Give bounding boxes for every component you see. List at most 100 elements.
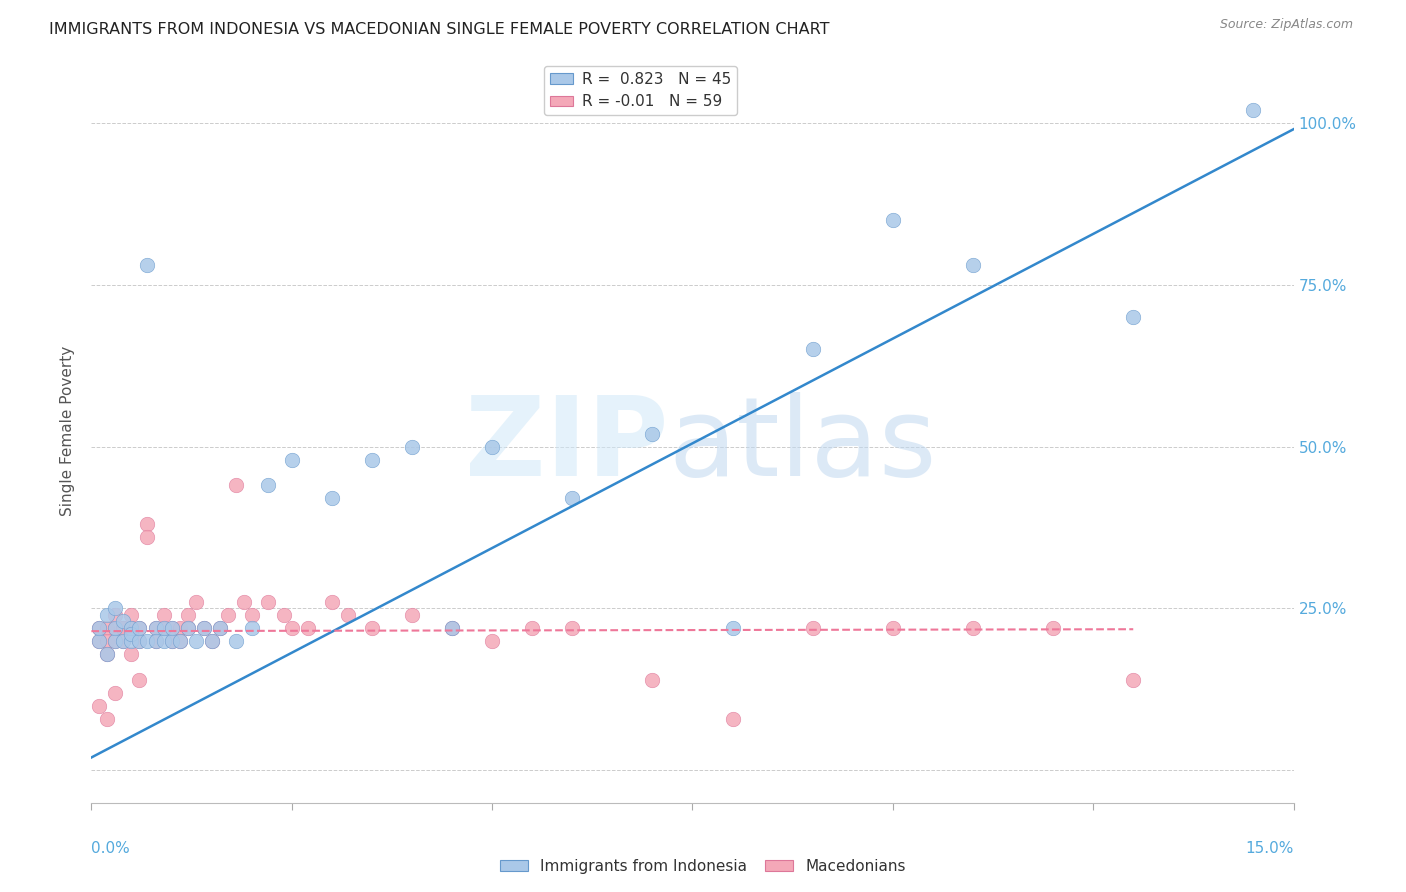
Point xyxy=(201,633,224,648)
Text: atlas: atlas xyxy=(668,392,936,499)
Point xyxy=(89,621,111,635)
Point xyxy=(169,621,191,635)
Point xyxy=(208,621,231,635)
Point xyxy=(104,633,127,648)
Point xyxy=(561,621,583,635)
Point xyxy=(136,258,159,272)
Point xyxy=(401,440,423,454)
Point xyxy=(145,621,167,635)
Point xyxy=(273,607,295,622)
Point xyxy=(217,607,239,622)
Point xyxy=(721,712,744,726)
Point xyxy=(112,633,135,648)
Point xyxy=(360,452,382,467)
Point xyxy=(882,621,904,635)
Legend: R =  0.823   N = 45, R = -0.01   N = 59: R = 0.823 N = 45, R = -0.01 N = 59 xyxy=(544,66,737,115)
Point xyxy=(360,621,382,635)
Point xyxy=(801,343,824,357)
Point xyxy=(962,621,984,635)
Point xyxy=(89,633,111,648)
Point xyxy=(297,621,319,635)
Point xyxy=(1122,310,1144,324)
Point xyxy=(184,595,207,609)
Point xyxy=(112,615,135,629)
Point xyxy=(281,452,304,467)
Point xyxy=(96,607,118,622)
Point xyxy=(801,621,824,635)
Text: ZIP: ZIP xyxy=(465,392,668,499)
Point xyxy=(104,621,127,635)
Point xyxy=(121,621,143,635)
Point xyxy=(641,426,664,441)
Point xyxy=(145,633,167,648)
Point xyxy=(256,478,278,492)
Point xyxy=(128,633,150,648)
Point xyxy=(96,647,118,661)
Point xyxy=(136,633,159,648)
Point xyxy=(225,633,247,648)
Point xyxy=(121,607,143,622)
Point xyxy=(522,621,544,635)
Point xyxy=(121,633,143,648)
Point xyxy=(96,647,118,661)
Point xyxy=(481,440,503,454)
Point xyxy=(89,621,111,635)
Text: Source: ZipAtlas.com: Source: ZipAtlas.com xyxy=(1219,18,1353,31)
Point xyxy=(1243,103,1265,117)
Point xyxy=(96,633,118,648)
Point xyxy=(128,621,150,635)
Point xyxy=(232,595,254,609)
Point xyxy=(112,621,135,635)
Point xyxy=(962,258,984,272)
Point xyxy=(281,621,304,635)
Text: IMMIGRANTS FROM INDONESIA VS MACEDONIAN SINGLE FEMALE POVERTY CORRELATION CHART: IMMIGRANTS FROM INDONESIA VS MACEDONIAN … xyxy=(49,22,830,37)
Point xyxy=(152,621,174,635)
Point xyxy=(160,621,183,635)
Point xyxy=(152,633,174,648)
Point xyxy=(321,491,343,506)
Point xyxy=(176,621,198,635)
Point xyxy=(128,673,150,687)
Point xyxy=(176,607,198,622)
Point xyxy=(225,478,247,492)
Point xyxy=(136,530,159,544)
Point xyxy=(104,601,127,615)
Point xyxy=(152,607,174,622)
Point xyxy=(136,517,159,532)
Point xyxy=(721,621,744,635)
Point xyxy=(121,621,143,635)
Point xyxy=(240,607,263,622)
Point xyxy=(112,621,135,635)
Point xyxy=(201,633,224,648)
Point xyxy=(121,627,143,641)
Point xyxy=(89,698,111,713)
Text: 0.0%: 0.0% xyxy=(91,841,131,856)
Point xyxy=(193,621,215,635)
Text: 15.0%: 15.0% xyxy=(1246,841,1294,856)
Point xyxy=(321,595,343,609)
Point xyxy=(336,607,359,622)
Point xyxy=(1122,673,1144,687)
Point xyxy=(152,621,174,635)
Point xyxy=(145,633,167,648)
Point xyxy=(160,633,183,648)
Point xyxy=(176,621,198,635)
Point xyxy=(104,686,127,700)
Point xyxy=(169,633,191,648)
Point xyxy=(169,633,191,648)
Point xyxy=(160,633,183,648)
Legend: Immigrants from Indonesia, Macedonians: Immigrants from Indonesia, Macedonians xyxy=(495,853,911,880)
Point xyxy=(128,621,150,635)
Point xyxy=(256,595,278,609)
Point xyxy=(89,633,111,648)
Point xyxy=(104,607,127,622)
Point xyxy=(481,633,503,648)
Point xyxy=(104,633,127,648)
Point xyxy=(1042,621,1064,635)
Point xyxy=(128,633,150,648)
Point xyxy=(104,621,127,635)
Point xyxy=(208,621,231,635)
Point xyxy=(96,621,118,635)
Y-axis label: Single Female Poverty: Single Female Poverty xyxy=(60,345,76,516)
Point xyxy=(561,491,583,506)
